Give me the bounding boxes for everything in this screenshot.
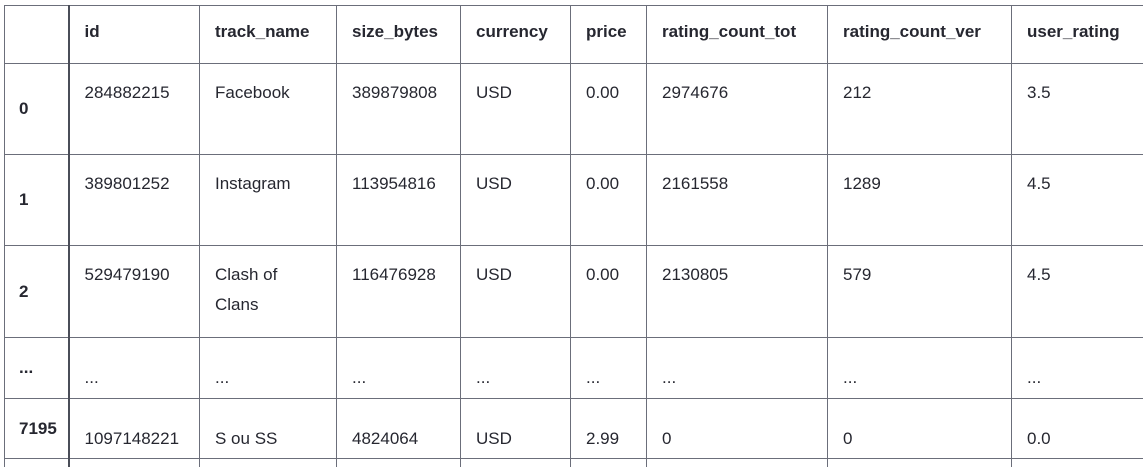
table-cell: 4.5 bbox=[1011, 245, 1143, 338]
table-row: 1 389801252 Instagram 113954816 USD 0.00… bbox=[4, 154, 1143, 246]
table-cell bbox=[827, 458, 1012, 467]
table-cell: ... bbox=[199, 337, 337, 399]
row-index bbox=[4, 458, 70, 467]
table-cell: USD bbox=[460, 245, 571, 338]
column-header-rating-count-tot[interactable]: rating_count_tot bbox=[646, 5, 828, 64]
table-cell: 0 bbox=[646, 398, 828, 459]
column-header-track-name[interactable]: track_name bbox=[199, 5, 337, 64]
table-cell: 389879808 bbox=[336, 63, 461, 155]
table-cell: Instagram bbox=[199, 154, 337, 246]
column-header-rating-count-ver[interactable]: rating_count_ver bbox=[827, 5, 1012, 64]
header-row: id track_name size_bytes currency price … bbox=[4, 5, 1143, 64]
column-header-id[interactable]: id bbox=[68, 5, 200, 64]
row-index: 7195 bbox=[4, 398, 70, 459]
table-cell: 0.00 bbox=[570, 63, 647, 155]
table-cell: ... bbox=[646, 337, 828, 399]
table-cell bbox=[460, 458, 571, 467]
table-cell: ... bbox=[570, 337, 647, 399]
table-cell: 284882215 bbox=[68, 63, 200, 155]
table-cell: 0.0 bbox=[1011, 398, 1143, 459]
table-row: 0 284882215 Facebook 389879808 USD 0.00 … bbox=[4, 63, 1143, 155]
table-cell: 2.99 bbox=[570, 398, 647, 459]
table-cell: Clash of Clans bbox=[199, 245, 337, 338]
table-cell: 2130805 bbox=[646, 245, 828, 338]
table-row-partial bbox=[4, 458, 1143, 467]
table-cell: USD bbox=[460, 398, 571, 459]
table-cell bbox=[570, 458, 647, 467]
table-cell: USD bbox=[460, 63, 571, 155]
table-cell: ... bbox=[1011, 337, 1143, 399]
column-header-user-rating[interactable]: user_rating bbox=[1011, 5, 1143, 64]
table-cell bbox=[68, 458, 200, 467]
table-cell: 579 bbox=[827, 245, 1012, 338]
table-cell bbox=[336, 458, 461, 467]
dataframe-viewer[interactable]: id track_name size_bytes currency price … bbox=[4, 5, 1143, 467]
column-header-price[interactable]: price bbox=[570, 5, 647, 64]
column-header-size-bytes[interactable]: size_bytes bbox=[336, 5, 461, 64]
table-cell: 1097148221 bbox=[68, 398, 200, 459]
column-header-currency[interactable]: currency bbox=[460, 5, 571, 64]
table-cell: S ou SS bbox=[199, 398, 337, 459]
table-cell: 4824064 bbox=[336, 398, 461, 459]
table-cell: 529479190 bbox=[68, 245, 200, 338]
table-cell: 1289 bbox=[827, 154, 1012, 246]
dataframe-table: id track_name size_bytes currency price … bbox=[4, 5, 1143, 467]
row-index: 1 bbox=[4, 154, 70, 246]
table-row-ellipsis: ... ... ... ... ... ... ... ... ... bbox=[4, 337, 1143, 399]
table-cell bbox=[1011, 458, 1143, 467]
table-cell: 389801252 bbox=[68, 154, 200, 246]
table-row: 2 529479190 Clash of Clans 116476928 USD… bbox=[4, 245, 1143, 338]
table-cell: 4.5 bbox=[1011, 154, 1143, 246]
table-cell: 212 bbox=[827, 63, 1012, 155]
table-cell: ... bbox=[336, 337, 461, 399]
table-cell: 113954816 bbox=[336, 154, 461, 246]
row-index: ... bbox=[4, 337, 70, 399]
table-row: 7195 1097148221 S ou SS 4824064 USD 2.99… bbox=[4, 398, 1143, 459]
table-cell: 3.5 bbox=[1011, 63, 1143, 155]
table-cell: 116476928 bbox=[336, 245, 461, 338]
table-cell: ... bbox=[460, 337, 571, 399]
table-cell: ... bbox=[68, 337, 200, 399]
table-cell: USD bbox=[460, 154, 571, 246]
table-cell: 2974676 bbox=[646, 63, 828, 155]
index-header bbox=[4, 5, 70, 64]
table-cell bbox=[199, 458, 337, 467]
table-cell: 2161558 bbox=[646, 154, 828, 246]
table-cell: Facebook bbox=[199, 63, 337, 155]
table-cell: 0.00 bbox=[570, 245, 647, 338]
table-cell: 0.00 bbox=[570, 154, 647, 246]
row-index: 0 bbox=[4, 63, 70, 155]
table-cell: ... bbox=[827, 337, 1012, 399]
table-cell: 0 bbox=[827, 398, 1012, 459]
row-index: 2 bbox=[4, 245, 70, 338]
table-cell bbox=[646, 458, 828, 467]
